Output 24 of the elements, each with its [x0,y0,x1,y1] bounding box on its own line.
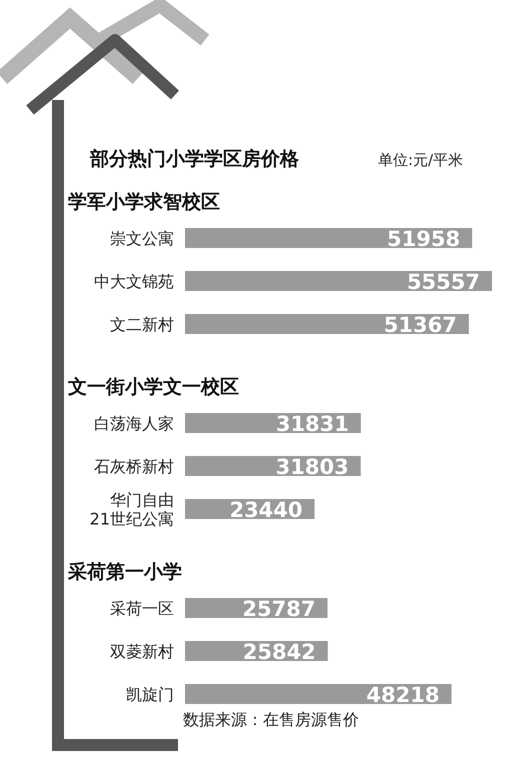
y-tick-label: 石灰桥新村 [94,457,174,476]
annotation: 数据来源：在售房源售价 [183,710,359,729]
data-label: 31803 [276,455,349,479]
data-label: 25787 [242,597,316,621]
data-label: 23440 [229,498,303,522]
y-tick-label: 白荡海人家 [94,414,174,433]
y-tick-label: 中大文锦苑 [94,272,174,291]
data-label: 51958 [387,227,460,251]
data-label: 31831 [276,412,349,436]
chart-title: 文一街小学文一校区 [67,376,239,398]
y-tick-label: 凯旋门 [126,685,174,704]
chart-subtitle: 学军小学求智校区 [68,191,220,213]
data-label: 25842 [242,640,316,664]
y-tick-label: 双菱新村 [110,642,174,661]
y-tick-label: 文二新村 [110,315,174,334]
data-label: 51367 [384,313,457,337]
data-label: 55557 [406,270,480,294]
text: 单位:元/平米 [378,151,464,169]
data-label: 48218 [366,683,440,707]
chart-title: 部分热门小学学区房价格 [89,148,300,170]
y-tick-label: 采荷一区 [110,599,174,618]
y-tick-label: 崇文公寓 [110,229,174,248]
y-tick-label: 华门自由 21世纪公寓 [90,490,174,528]
chart-title: 采荷第一小学 [67,561,182,583]
